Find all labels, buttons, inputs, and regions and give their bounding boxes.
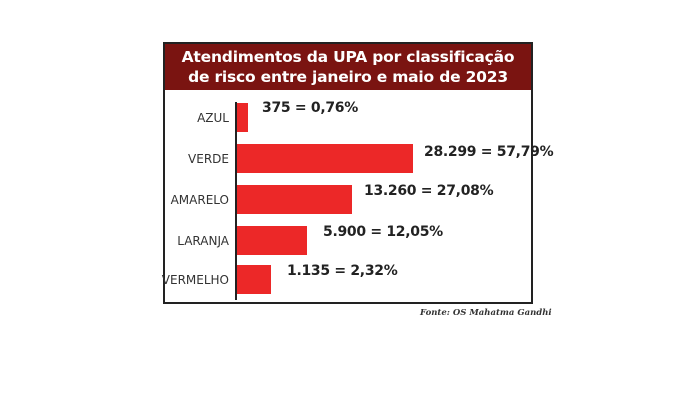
title-line-1: Atendimentos da UPA por classificação bbox=[181, 48, 515, 66]
category-label-laranja: LARANJA bbox=[177, 234, 229, 248]
bar-verde bbox=[237, 144, 413, 173]
category-label-vermelho: VERMELHO bbox=[161, 273, 229, 287]
value-label-amarelo: 13.260 = 27,08% bbox=[364, 183, 494, 199]
bar-vermelho bbox=[237, 265, 271, 294]
bar-azul bbox=[237, 103, 248, 132]
y-axis-line bbox=[235, 102, 237, 300]
category-label-verde: VERDE bbox=[188, 152, 229, 166]
chart-frame: Atendimentos da UPA por classificação de… bbox=[161, 42, 554, 304]
chart-title: Atendimentos da UPA por classificação de… bbox=[165, 44, 531, 90]
value-label-laranja: 5.900 = 12,05% bbox=[323, 224, 443, 240]
title-line-2: de risco entre janeiro e maio de 2023 bbox=[188, 68, 508, 86]
category-label-azul: AZUL bbox=[197, 111, 229, 125]
bar-laranja bbox=[237, 226, 307, 255]
value-label-vermelho: 1.135 = 2,32% bbox=[287, 263, 398, 279]
category-label-amarelo: AMARELO bbox=[170, 193, 229, 207]
source-note: Fonte: OS Mahatma Gandhi bbox=[420, 308, 552, 318]
bar-amarelo bbox=[237, 185, 352, 214]
value-label-verde: 28.299 = 57,79% bbox=[424, 144, 554, 160]
value-label-azul: 375 = 0,76% bbox=[262, 100, 358, 116]
